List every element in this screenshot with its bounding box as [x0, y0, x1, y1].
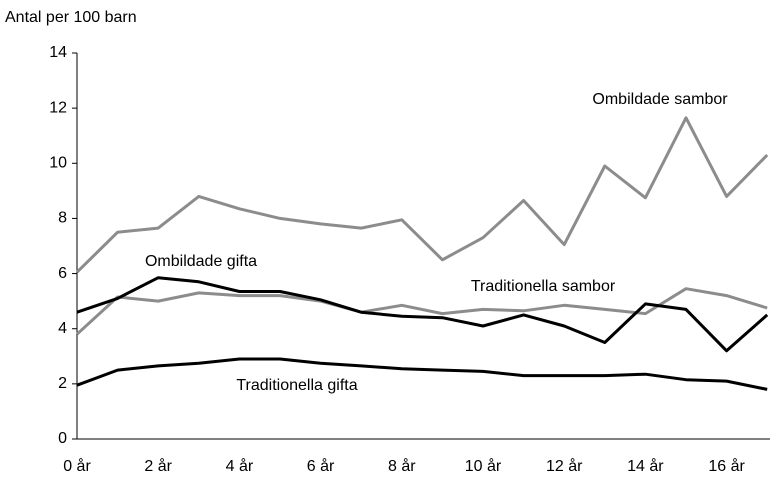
x-tick-label: 12 år — [546, 457, 583, 475]
y-tick-label: 10 — [49, 155, 67, 172]
x-tick-label: 16 år — [708, 457, 745, 475]
y-tick-label: 4 — [58, 320, 67, 337]
series-line — [76, 276, 769, 353]
series-line — [75, 287, 768, 336]
series-label: Traditionella sambor — [471, 278, 616, 295]
y-tick-label: 12 — [49, 99, 67, 116]
y-tick-label: 14 — [49, 44, 67, 61]
x-tick-label: 6 år — [307, 457, 335, 475]
series-line — [75, 116, 769, 274]
x-tick-label: 14 år — [627, 457, 664, 475]
y-tick-label: 2 — [58, 375, 67, 392]
y-axis-label: Antal per 100 barn — [5, 9, 137, 26]
series-label: Ombildade sambor — [592, 91, 728, 108]
series-label: Traditionella gifta — [236, 377, 357, 394]
series-line — [76, 357, 768, 391]
x-tick-label: 4 år — [226, 457, 254, 475]
x-tick-label: 8 år — [388, 457, 416, 475]
x-tick-label: 10 år — [465, 457, 502, 475]
y-tick-label: 8 — [58, 210, 67, 227]
x-tick-label: 0 år — [63, 457, 91, 475]
y-tick-label: 6 — [58, 265, 67, 282]
y-tick-label: 0 — [58, 430, 67, 447]
series-label: Ombildade gifta — [145, 253, 257, 270]
x-tick-label: 2 år — [144, 457, 172, 475]
